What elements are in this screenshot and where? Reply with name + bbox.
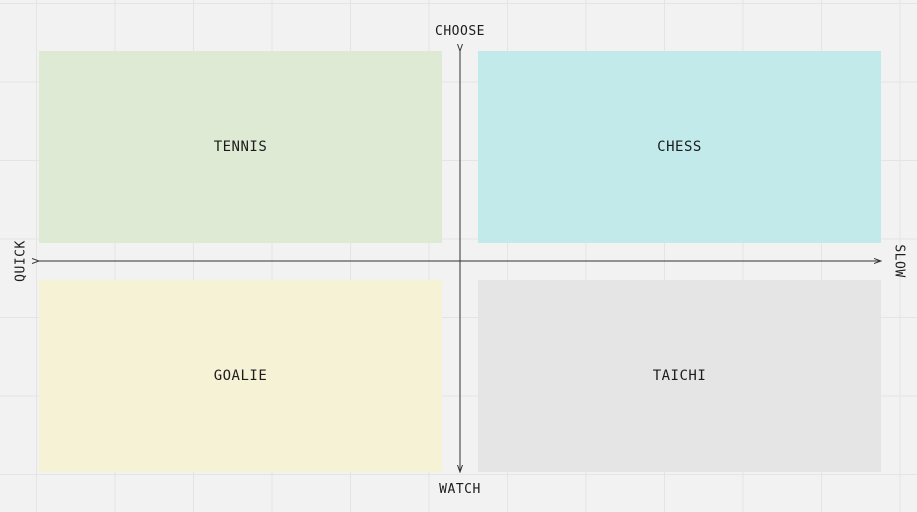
quadrant-label-tennis: TENNIS (213, 139, 268, 155)
quadrant-bottom-right: TAICHI (478, 280, 881, 472)
quadrant-top-right: CHESS (478, 51, 881, 243)
axis-label-right: SLOW (891, 244, 907, 278)
quadrant-top-left: TENNIS (39, 51, 442, 243)
axis-label-left: QUICK (13, 240, 29, 282)
quadrant-bottom-left: GOALIE (39, 280, 442, 472)
axis-label-bottom: WATCH (439, 482, 481, 497)
quadrant-label-taichi: TAICHI (652, 368, 707, 384)
axis-label-top: CHOOSE (435, 24, 485, 39)
quadrant-label-goalie: GOALIE (213, 368, 268, 384)
quadrant-label-chess: CHESS (657, 139, 702, 155)
